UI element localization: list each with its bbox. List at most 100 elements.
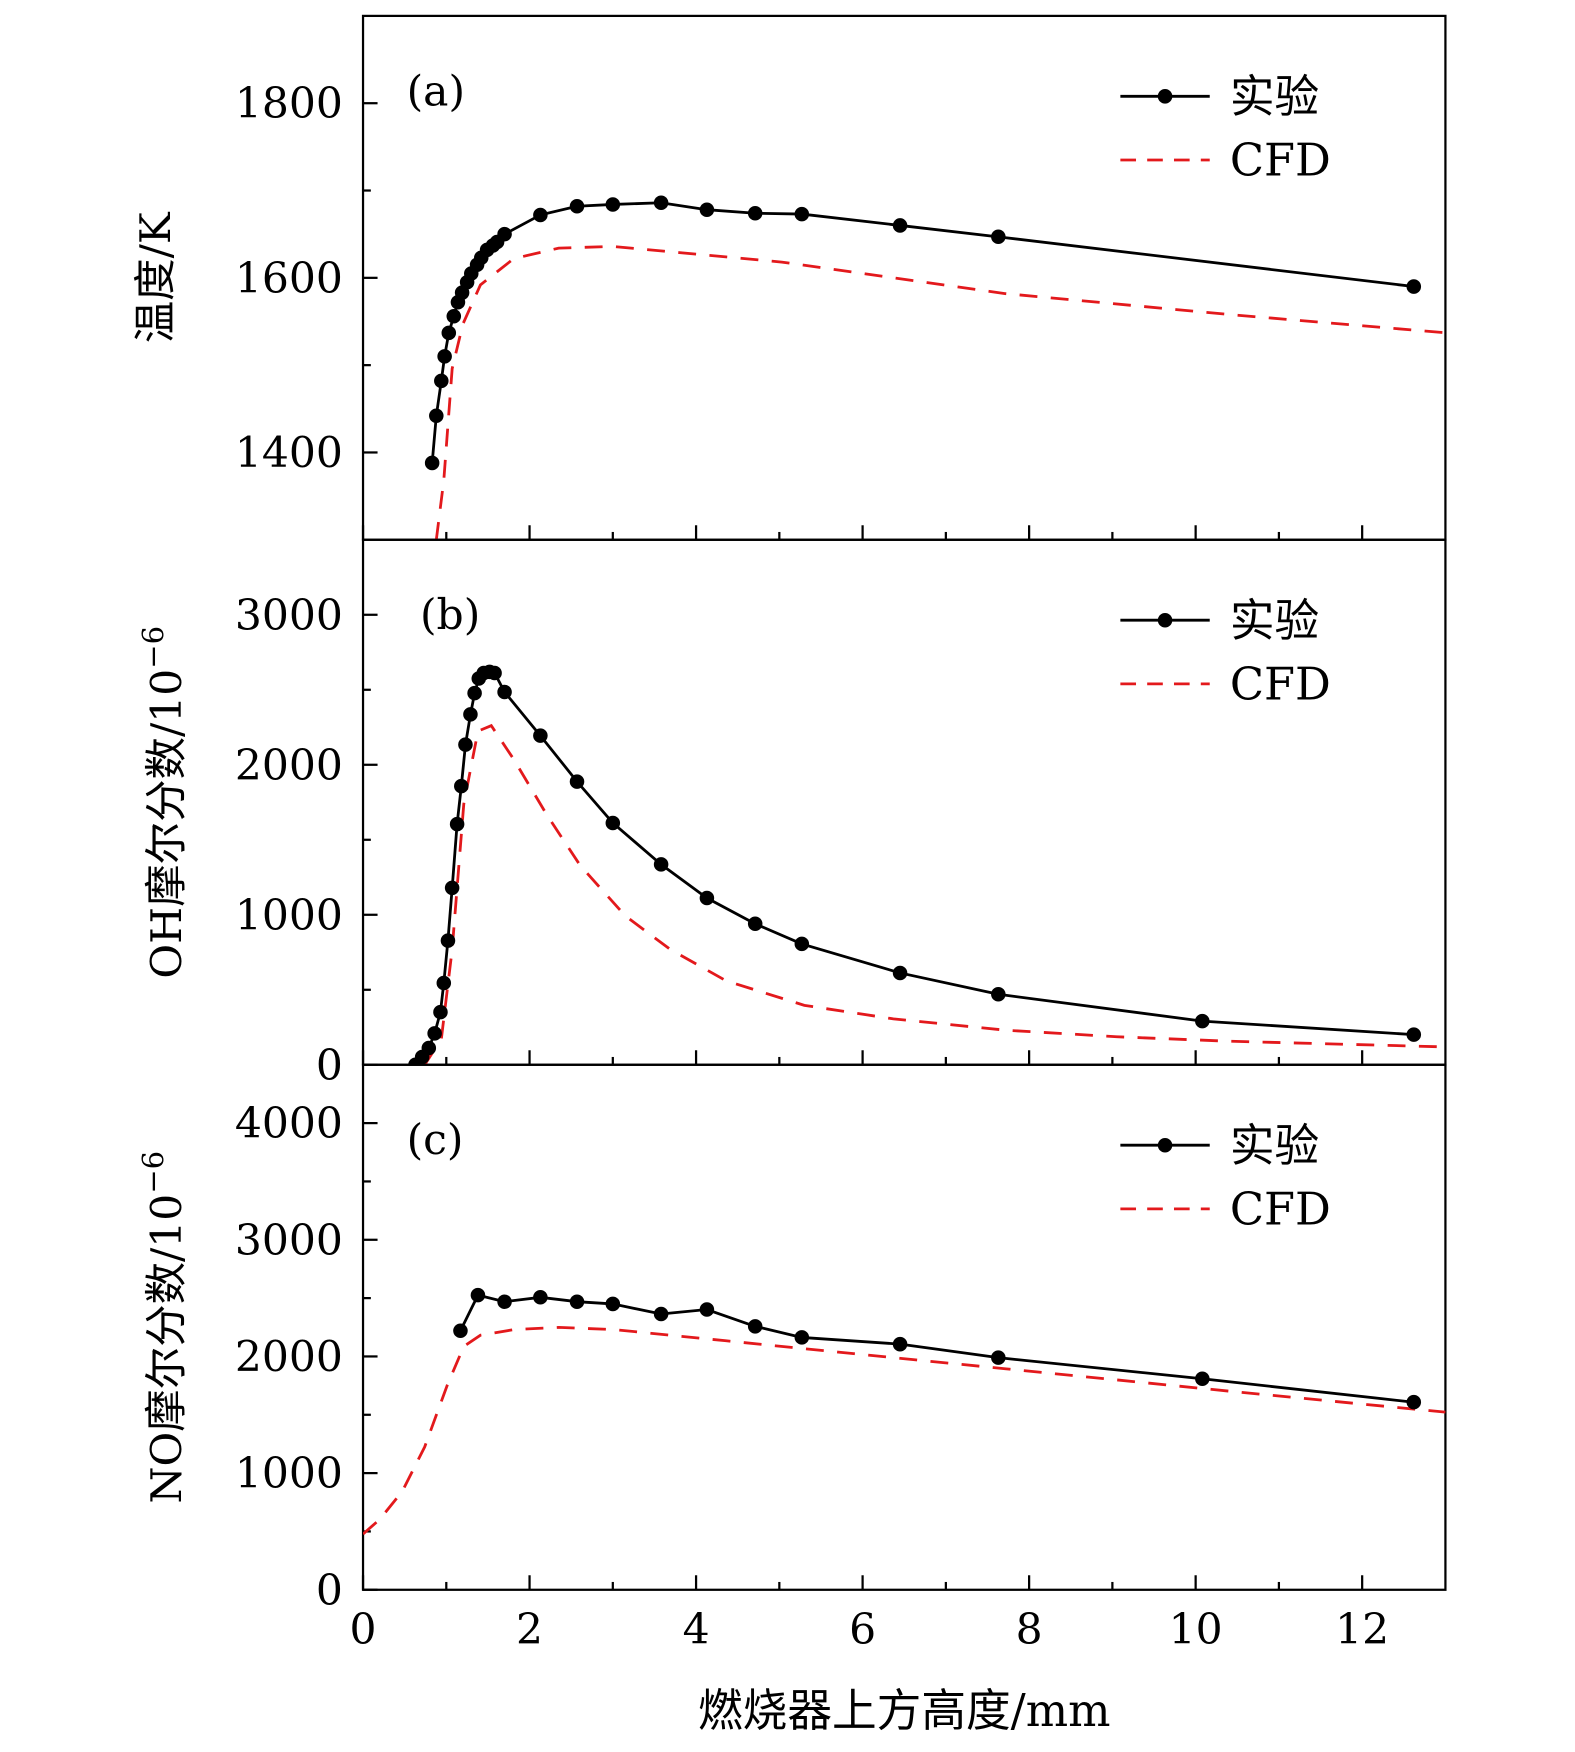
data-point-experiment	[794, 206, 810, 222]
data-point-experiment	[605, 197, 621, 212]
legend-label-experiment: 实验	[1230, 71, 1319, 123]
series-layer	[408, 664, 1446, 1065]
legend: 实验 CFD	[1120, 1120, 1331, 1236]
data-point-experiment	[429, 408, 444, 424]
y-tick-label: 1800	[235, 80, 343, 129]
y-tick-label: 3000	[235, 591, 343, 640]
y-axis-label: NO摩尔分数/10−6	[136, 1151, 192, 1504]
legend-marker-experiment	[1157, 612, 1173, 628]
y-tick-label: 2000	[235, 741, 343, 790]
data-point-experiment	[437, 349, 452, 364]
panel-c: 0 1000 2000 3000 4000 0 2 4 6 8 10 12 燃烧器上方高度/mm NO摩尔…	[136, 1063, 1447, 1737]
panel-label: (a)	[407, 67, 465, 116]
x-tick-label: 10	[1169, 1605, 1223, 1654]
data-point-experiment	[653, 195, 669, 211]
x-tick-label: 2	[516, 1605, 543, 1654]
data-point-experiment	[1406, 1394, 1422, 1410]
data-point-experiment	[1195, 1013, 1210, 1029]
y-tick-label: 4000	[235, 1100, 343, 1149]
x-tick-label: 0	[350, 1605, 377, 1654]
data-point-experiment	[699, 890, 715, 906]
y-tick-label: 0	[316, 1041, 343, 1090]
data-point-experiment	[446, 308, 462, 324]
series-layer	[424, 195, 1446, 540]
data-point-experiment	[434, 373, 449, 389]
data-point-experiment	[497, 1294, 512, 1309]
data-point-experiment	[991, 229, 1006, 245]
data-point-experiment	[533, 1290, 548, 1305]
y-axis-label-exponent: −6	[136, 626, 170, 669]
y-tick-label: 1000	[235, 1450, 343, 1499]
data-point-experiment	[1406, 279, 1422, 294]
data-point-experiment	[653, 857, 669, 872]
data-point-experiment	[892, 965, 908, 981]
data-point-experiment	[533, 728, 548, 743]
data-point-experiment	[699, 202, 715, 217]
data-point-experiment	[569, 1294, 585, 1309]
panel-label: (b)	[420, 591, 480, 640]
legend-marker-experiment	[1157, 1137, 1173, 1153]
series-layer	[363, 1287, 1446, 1536]
data-point-experiment	[458, 737, 473, 752]
data-point-experiment	[794, 936, 810, 952]
x-tick-label: 8	[1016, 1605, 1043, 1654]
panel-label: (c)	[407, 1116, 464, 1165]
data-point-experiment	[497, 684, 512, 700]
y-tick-label: 1400	[235, 429, 343, 478]
data-point-experiment	[653, 1306, 669, 1322]
y-tick-label: 2000	[235, 1333, 343, 1382]
y-axis-label-exponent: −6	[136, 1151, 170, 1194]
y-axis-label: 温度/K	[132, 211, 181, 343]
x-tick-label: 12	[1335, 1605, 1389, 1654]
data-point-experiment	[454, 778, 469, 794]
panel-b: 0 1000 2000 3000 OH摩尔分数/10−6 (b) 实验 CFD	[136, 538, 1447, 1090]
data-point-experiment	[424, 455, 440, 471]
panel-a: 1400 1600 1800 温度/K (a) 实验 CFD	[132, 14, 1447, 541]
series-line-cfd	[363, 1325, 1446, 1536]
data-point-experiment	[892, 1336, 908, 1352]
data-point-experiment	[605, 815, 621, 831]
legend-label-cfd: CFD	[1230, 135, 1331, 187]
data-point-experiment	[533, 207, 548, 223]
data-point-experiment	[441, 325, 457, 341]
data-point-experiment	[569, 774, 585, 789]
data-point-experiment	[444, 880, 460, 896]
legend-marker-experiment	[1157, 89, 1173, 104]
legend: 实验 CFD	[1120, 595, 1331, 711]
data-point-experiment	[497, 226, 512, 242]
series-line-experiment	[459, 1293, 1414, 1404]
legend-label-cfd: CFD	[1230, 1184, 1331, 1236]
legend-label-experiment: 实验	[1230, 1120, 1319, 1172]
data-point-experiment	[991, 1350, 1006, 1365]
data-point-experiment	[699, 1302, 715, 1317]
legend-label-cfd: CFD	[1230, 659, 1331, 711]
data-point-experiment	[440, 933, 456, 948]
data-point-experiment	[747, 205, 763, 221]
series-line-experiment	[414, 670, 1414, 1065]
series-line-experiment	[430, 201, 1414, 464]
y-tick-label: 3000	[235, 1216, 343, 1265]
y-tick-label: 0	[316, 1566, 343, 1615]
data-point-experiment	[453, 1323, 468, 1339]
x-tick-label: 4	[683, 1605, 710, 1654]
y-axis-label: OH摩尔分数/10−6	[136, 626, 192, 979]
data-point-experiment	[487, 665, 502, 681]
data-point-experiment	[1406, 1027, 1422, 1042]
data-point-experiment	[1195, 1371, 1210, 1386]
data-point-experiment	[991, 987, 1006, 1002]
plot-frame	[361, 1063, 1447, 1591]
data-point-experiment	[794, 1330, 810, 1345]
data-point-experiment	[892, 218, 908, 233]
data-point-experiment	[433, 1004, 448, 1020]
data-point-experiment	[421, 1040, 437, 1056]
legend: 实验 CFD	[1120, 71, 1331, 187]
legend-label-experiment: 实验	[1230, 595, 1319, 647]
data-point-experiment	[569, 198, 585, 214]
series-line-cfd	[423, 723, 1446, 1065]
data-point-experiment	[470, 1287, 486, 1303]
x-axis-label: 燃烧器上方高度/mm	[698, 1685, 1110, 1737]
data-point-experiment	[605, 1296, 621, 1312]
data-point-experiment	[467, 685, 482, 701]
x-tick-label: 6	[849, 1605, 876, 1654]
